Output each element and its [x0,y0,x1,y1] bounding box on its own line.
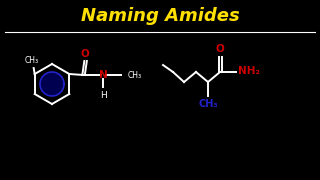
Text: N: N [99,70,108,80]
Text: CH₃: CH₃ [198,99,218,109]
Text: NH₂: NH₂ [238,66,260,76]
Text: H: H [100,91,107,100]
Circle shape [41,73,63,95]
Text: CH₃: CH₃ [25,56,39,65]
Text: Naming Amides: Naming Amides [81,7,239,25]
Text: O: O [216,44,224,54]
Text: O: O [81,49,90,59]
Text: CH₃: CH₃ [127,71,141,80]
